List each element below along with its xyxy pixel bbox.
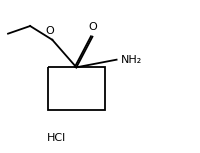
Text: O: O bbox=[88, 22, 96, 32]
Text: NH₂: NH₂ bbox=[120, 55, 141, 65]
Text: O: O bbox=[46, 26, 54, 36]
Text: HCl: HCl bbox=[46, 133, 66, 143]
